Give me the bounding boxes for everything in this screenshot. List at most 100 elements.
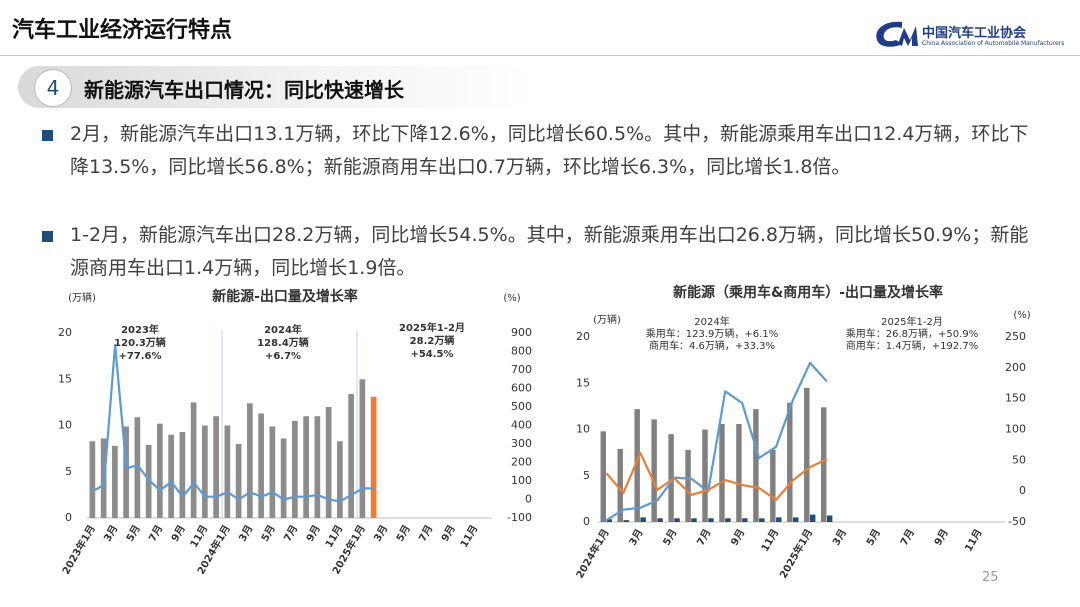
x-tick-label: 9月 bbox=[439, 523, 458, 544]
bar bbox=[821, 407, 827, 522]
annotation: 28.2万辆 bbox=[410, 334, 455, 347]
line bbox=[605, 361, 828, 522]
bar bbox=[280, 438, 287, 518]
y-tick-label: 20 bbox=[58, 326, 72, 339]
bar bbox=[224, 425, 231, 518]
x-tick-label: 9月 bbox=[304, 523, 323, 544]
y-tick-label: 0 bbox=[583, 515, 590, 528]
x-tick-label: 3月 bbox=[627, 527, 646, 548]
y-tick-label: 5 bbox=[65, 465, 72, 478]
annotation: 128.4万辆 bbox=[257, 336, 309, 349]
x-tick-label: 5月 bbox=[394, 523, 413, 544]
x-tick-label: 7月 bbox=[898, 527, 917, 548]
section-title: 新能源汽车出口情况：同比快速增长 bbox=[84, 78, 404, 102]
annotation: 乘用车：123.9万辆，+6.1% bbox=[646, 327, 778, 340]
x-tick-label: 9月 bbox=[728, 527, 747, 548]
x-tick-label: 5月 bbox=[259, 523, 278, 544]
x-tick-label: 2025年1月 bbox=[777, 527, 816, 581]
y2-tick-label: 300 bbox=[511, 437, 532, 450]
x-tick-label: 11月 bbox=[962, 527, 984, 554]
y2-tick-label: 50 bbox=[1012, 453, 1026, 466]
bar bbox=[112, 445, 118, 518]
bar bbox=[685, 449, 691, 522]
x-tick-label: 5月 bbox=[661, 527, 680, 548]
y-tick-label: 0 bbox=[65, 511, 72, 524]
x-tick-label: 11月 bbox=[188, 523, 210, 550]
bar bbox=[303, 416, 309, 518]
bar bbox=[370, 396, 377, 518]
y-unit: (万辆) bbox=[68, 291, 96, 304]
bar bbox=[759, 518, 765, 522]
bar bbox=[258, 413, 264, 518]
y2-tick-label: 700 bbox=[511, 363, 532, 376]
annotation: 2024年 bbox=[264, 323, 302, 336]
bar bbox=[708, 518, 714, 522]
annotation: +77.6% bbox=[118, 351, 161, 362]
y2-tick-label: 600 bbox=[511, 382, 532, 395]
x-tick-label: 3月 bbox=[371, 523, 390, 544]
y2-tick-label: -50 bbox=[1008, 515, 1026, 528]
bar bbox=[359, 379, 366, 518]
y-tick-label: 10 bbox=[58, 419, 72, 432]
slide-title: 汽车工业经济运行特点 bbox=[12, 18, 233, 43]
y2-tick-label: 200 bbox=[511, 456, 532, 469]
page-number: 25 bbox=[982, 570, 999, 585]
bar bbox=[793, 517, 799, 522]
x-tick-label: 11月 bbox=[759, 527, 781, 554]
y2-tick-label: 0 bbox=[525, 493, 532, 506]
annotation: 商用车：1.4万辆，+192.7% bbox=[846, 339, 978, 352]
y-tick-label: 20 bbox=[576, 330, 590, 343]
bullet-text: 2月，新能源汽车出口13.1万辆，环比下降12.6%，同比增长60.5%。其中，… bbox=[70, 123, 1029, 178]
annotation: 乘用车：26.8万辆，+50.9% bbox=[846, 327, 978, 340]
y-tick-label: 15 bbox=[58, 372, 72, 385]
bar bbox=[742, 518, 748, 522]
x-tick-label: 3月 bbox=[236, 523, 255, 544]
bar bbox=[168, 434, 174, 518]
line bbox=[605, 451, 828, 501]
annotation: 2023年 bbox=[121, 323, 159, 336]
section-number: 4 bbox=[34, 69, 72, 107]
bar bbox=[776, 517, 782, 522]
bar bbox=[134, 417, 141, 518]
x-tick-label: 7月 bbox=[281, 523, 300, 544]
x-tick-label: 3月 bbox=[101, 523, 120, 544]
y2-tick-label: 500 bbox=[511, 400, 532, 413]
bar bbox=[123, 426, 129, 518]
y-tick-label: 5 bbox=[583, 469, 590, 482]
bar bbox=[348, 394, 354, 518]
bar bbox=[617, 448, 623, 522]
y2-unit: (%) bbox=[1013, 310, 1030, 321]
x-tick-label: 5月 bbox=[124, 523, 143, 544]
bar bbox=[657, 518, 663, 522]
header-rule bbox=[0, 55, 1080, 56]
bar bbox=[725, 518, 731, 522]
x-tick-label: 7月 bbox=[146, 523, 165, 544]
y-tick-label: 15 bbox=[576, 376, 590, 389]
bar bbox=[770, 449, 776, 522]
bar bbox=[235, 444, 242, 518]
chart-title: 新能源-出口量及增长率 bbox=[212, 288, 358, 305]
bullet: 1-2月，新能源汽车出口28.2万辆，同比增长54.5%。其中，新能源乘用车出口… bbox=[42, 219, 1042, 285]
bar bbox=[606, 519, 612, 522]
bar bbox=[809, 514, 816, 522]
bar bbox=[826, 515, 833, 522]
x-tick-label: 2024年1月 bbox=[573, 527, 612, 581]
bar bbox=[787, 402, 793, 522]
logo bbox=[876, 21, 918, 47]
y2-unit: (%) bbox=[503, 293, 520, 304]
x-tick-label: 9月 bbox=[932, 527, 951, 548]
x-tick-label: 7月 bbox=[695, 527, 714, 548]
bar bbox=[691, 518, 697, 522]
bar bbox=[145, 444, 152, 518]
bar bbox=[325, 407, 332, 518]
bar bbox=[668, 434, 674, 522]
bar bbox=[702, 429, 708, 522]
bullet-text: 1-2月，新能源汽车出口28.2万辆，同比增长54.5%。其中，新能源乘用车出口… bbox=[70, 224, 1029, 279]
x-tick-label: 9月 bbox=[169, 523, 188, 544]
bar bbox=[213, 416, 219, 518]
bar bbox=[269, 426, 276, 518]
bar bbox=[600, 431, 606, 522]
y2-tick-label: 250 bbox=[1005, 330, 1026, 343]
bar bbox=[190, 402, 197, 518]
